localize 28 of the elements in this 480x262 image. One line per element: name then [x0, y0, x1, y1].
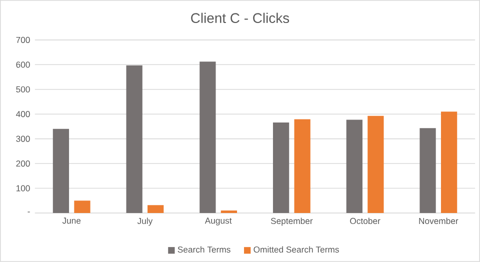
x-tick-label: August	[204, 218, 232, 226]
y-tick-label: 100	[16, 185, 30, 192]
x-tick-label: October	[350, 218, 380, 224]
chart-title: Client C - Clicks	[191, 12, 290, 24]
x-tick-label: June	[62, 218, 81, 224]
x-tick-label: November	[419, 218, 458, 224]
bar	[74, 200, 90, 214]
x-tick-label: September	[270, 218, 313, 226]
bar	[148, 205, 164, 214]
bar	[220, 210, 238, 214]
bar	[346, 120, 362, 214]
y-tick-label: 400	[16, 111, 30, 118]
bar	[272, 122, 290, 214]
bar	[368, 116, 384, 214]
bar	[126, 65, 142, 214]
bar	[52, 128, 70, 214]
y-tick-label: 200	[16, 160, 30, 167]
bar	[440, 112, 458, 214]
bar	[420, 128, 436, 214]
y-tick-label: 300	[16, 136, 30, 142]
bar	[294, 119, 310, 214]
y-tick-label: 500	[16, 86, 30, 92]
y-tick-label: 600	[16, 62, 30, 68]
legend-label: Omitted Search Terms	[254, 246, 339, 253]
y-tick-label: 700	[16, 36, 30, 44]
legend-label: Search Terms	[178, 246, 230, 253]
bar	[200, 62, 216, 214]
x-tick-label: July	[137, 218, 153, 226]
